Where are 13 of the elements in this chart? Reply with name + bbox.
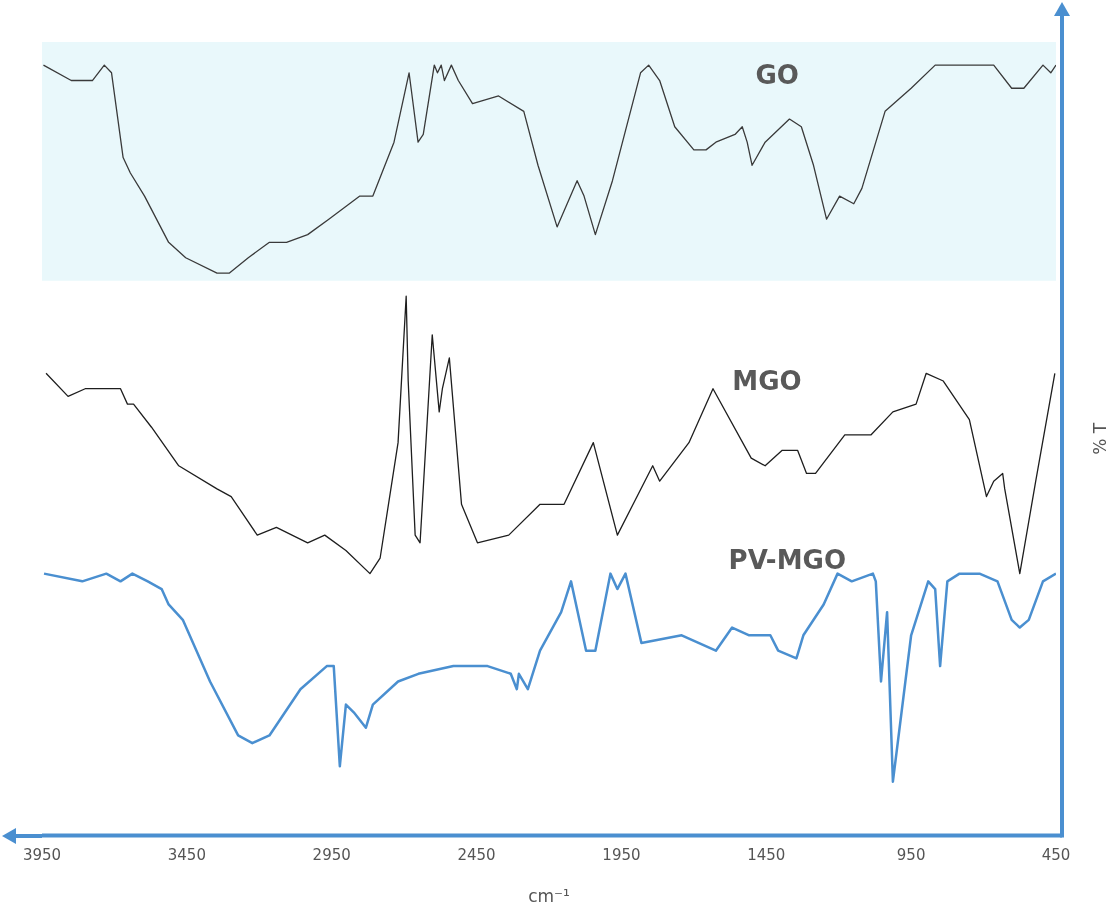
series-label: PV-MGO xyxy=(728,544,846,575)
x-tick-label: 3450 xyxy=(167,846,206,865)
x-tick-label: 450 xyxy=(1041,846,1071,865)
x-tick-label: 950 xyxy=(896,846,926,865)
series-label: MGO xyxy=(732,366,802,396)
x-tick-label: 3950 xyxy=(22,846,62,865)
x-axis-title: cm⁻¹ xyxy=(528,886,570,907)
y-axis-title: % T xyxy=(1090,422,1110,455)
x-tick-label: 1950 xyxy=(602,846,641,865)
x-tick-label: 2950 xyxy=(312,846,351,865)
x-tick-label: 2450 xyxy=(457,846,496,865)
x-tick-label: 1450 xyxy=(747,846,786,865)
series-label: GO xyxy=(755,60,799,91)
